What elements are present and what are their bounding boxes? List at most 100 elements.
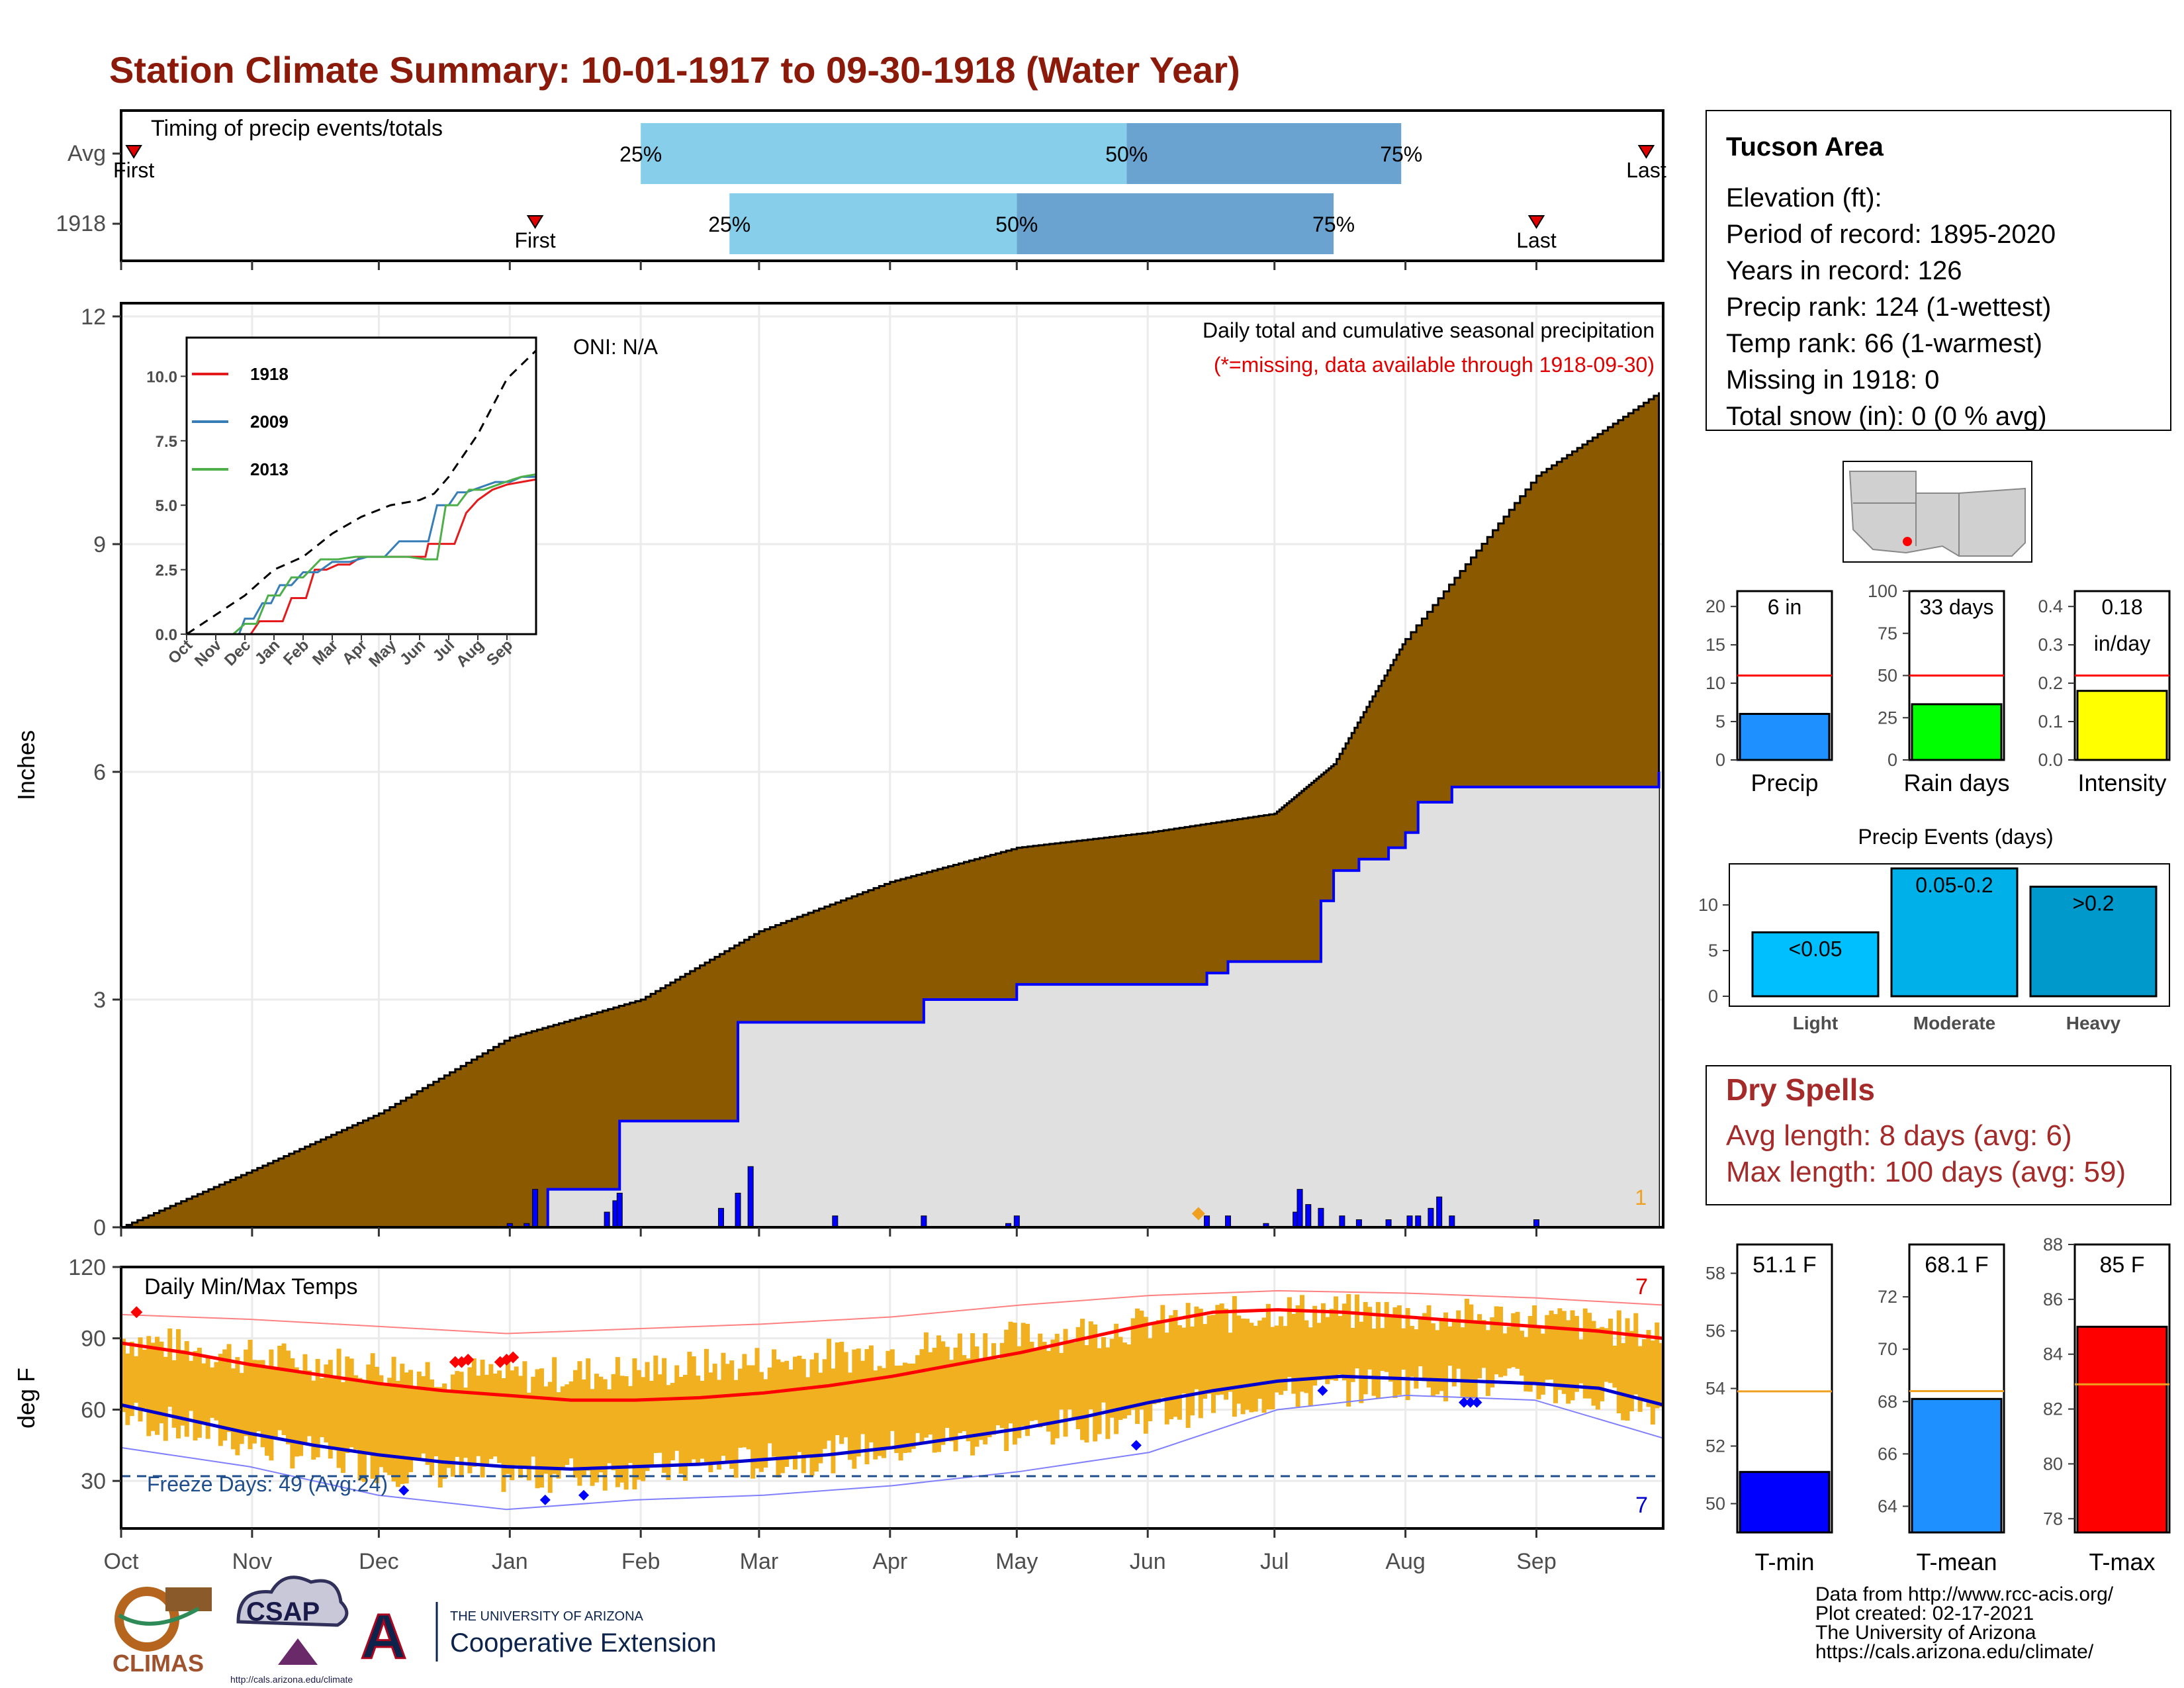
daily-temp-bar [336, 1348, 341, 1468]
daily-temp-bar [1388, 1315, 1394, 1382]
summary-bar-ytick-label: 0.3 [2038, 635, 2063, 655]
temp-ylabel: deg F [13, 1368, 40, 1429]
daily-temp-bar [590, 1389, 595, 1486]
daily-temp-bar [1447, 1326, 1453, 1366]
cumulative-1918-area [121, 772, 1659, 1227]
daily-precip-bar [1406, 1215, 1413, 1228]
daily-temp-bar [1224, 1308, 1229, 1400]
daily-temp-bar [944, 1346, 950, 1429]
temp-title: Daily Min/Max Temps [144, 1274, 357, 1299]
daily-temp-bar [349, 1358, 354, 1448]
summary-bar-ytick-label: 25 [1878, 708, 1897, 727]
daily-temp-bar [882, 1368, 887, 1458]
month-label: Oct [104, 1549, 139, 1574]
precip-ytick-label: 6 [93, 760, 106, 785]
daily-temp-bar [873, 1370, 878, 1460]
daily-temp-bar [1439, 1319, 1444, 1391]
daily-temp-bar [488, 1364, 494, 1460]
daily-temp-bar [222, 1349, 228, 1441]
daily-temp-bar [721, 1352, 726, 1456]
daily-precip-bar [1436, 1196, 1443, 1228]
daily-temp-bar [425, 1362, 430, 1465]
credit-line-4: https://cals.arizona.edu/climate/ [1815, 1641, 2094, 1663]
inset-ytick-label: 0.0 [156, 626, 177, 644]
daily-temp-bar [1012, 1323, 1017, 1445]
daily-temp-bar [1553, 1314, 1559, 1403]
timing-label-50: 50% [995, 212, 1038, 236]
daily-temp-bar [987, 1359, 992, 1438]
daily-temp-bar [214, 1362, 219, 1421]
last-event-label: Last [1626, 158, 1666, 182]
daily-temp-bar [1033, 1349, 1038, 1421]
station-info-line: Period of record: 1895-2020 [1726, 220, 2056, 249]
daily-temp-bar [531, 1376, 536, 1457]
dry-spells-max: Max length: 100 days (avg: 59) [1726, 1156, 2126, 1188]
daily-temp-bar [501, 1378, 506, 1492]
daily-temp-bar [184, 1341, 189, 1437]
daily-temp-bar [1494, 1306, 1499, 1375]
daily-precip-bar [616, 1192, 623, 1228]
daily-temp-bar [763, 1379, 768, 1468]
daily-temp-bar [1350, 1327, 1355, 1382]
credit-line-1: Data from http://www.rcc-acis.org/ [1815, 1583, 2114, 1605]
summary-bar-ytick-label: 20 [1706, 596, 1725, 616]
freeze-label: Freeze Days: 49 (Avg:24) [147, 1472, 388, 1496]
daily-temp-bar [919, 1349, 925, 1444]
temp-summary-ytick-label: 66 [1878, 1444, 1897, 1464]
event-bar-light [1751, 931, 1880, 998]
daily-temp-bar [1156, 1320, 1161, 1403]
station-info-line: Years in record: 126 [1726, 256, 1962, 285]
daily-temp-bar [1430, 1323, 1435, 1397]
daily-temp-bar [649, 1380, 654, 1466]
daily-temp-bar [518, 1376, 523, 1478]
station-name: Tucson Area [1726, 132, 1884, 162]
daily-temp-bar [1067, 1342, 1072, 1410]
daily-temp-bar [1122, 1342, 1127, 1419]
station-info-line: Elevation (ft): [1726, 183, 1882, 212]
daily-temp-bar [1312, 1305, 1318, 1386]
daily-temp-bar [970, 1333, 976, 1456]
daily-temp-bar [1181, 1327, 1187, 1394]
daily-temp-bar [146, 1336, 152, 1436]
daily-temp-bar [860, 1360, 866, 1434]
month-label: Jul [1260, 1549, 1289, 1574]
daily-temp-bar [1519, 1331, 1524, 1376]
month-label: May [995, 1549, 1038, 1574]
temp-ytick-label: 90 [81, 1327, 106, 1352]
timing-bar-25-50 [729, 193, 1017, 254]
daily-temp-bar [813, 1352, 819, 1472]
daily-temp-bar [776, 1359, 781, 1478]
daily-temp-bar [1456, 1310, 1461, 1369]
daily-precip-bar [1305, 1204, 1312, 1228]
daily-temp-bar [1600, 1327, 1605, 1401]
daily-temp-bar [345, 1356, 350, 1454]
ua-logo-bottom: Cooperative Extension [450, 1628, 716, 1658]
daily-temp-bar [463, 1387, 469, 1458]
daily-temp-bar [430, 1379, 434, 1476]
daily-precip-bar [1204, 1215, 1210, 1228]
daily-precip-bar [1318, 1207, 1324, 1228]
daily-temp-bar [1279, 1316, 1284, 1395]
daily-temp-bar [1334, 1296, 1339, 1381]
station-info-line: Missing in 1918: 0 [1726, 365, 1939, 395]
daily-temp-bar [1198, 1308, 1203, 1419]
temp-summary-ytick-label: 56 [1706, 1321, 1725, 1341]
daily-temp-bar [831, 1368, 836, 1474]
temp-summary-ytick-label: 64 [1878, 1496, 1897, 1516]
daily-temp-bar [877, 1366, 882, 1456]
dry-spells-box: Dry Spells Avg length: 8 days (avg: 6) M… [1706, 1065, 2171, 1205]
daily-precip-bar [604, 1211, 610, 1228]
daily-temp-bar [1536, 1327, 1541, 1399]
daily-temp-bar [290, 1358, 295, 1469]
daily-temp-bar [1105, 1347, 1111, 1439]
daily-temp-bar [932, 1348, 937, 1453]
daily-temp-bar [666, 1385, 671, 1480]
daily-temp-bar [1646, 1330, 1651, 1407]
daily-temp-bar [1185, 1303, 1191, 1429]
daily-temp-bar [772, 1349, 777, 1457]
daily-temp-bar [991, 1343, 996, 1435]
daily-temp-bar [1633, 1313, 1639, 1395]
daily-temp-bar [1524, 1336, 1529, 1391]
daily-temp-bar [700, 1380, 705, 1459]
daily-temp-bar [827, 1338, 832, 1441]
